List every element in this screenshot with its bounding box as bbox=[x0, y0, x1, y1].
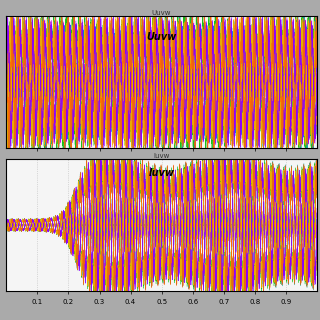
Text: Iuvw: Iuvw bbox=[148, 168, 175, 178]
Title: Iuvw: Iuvw bbox=[153, 153, 170, 158]
Title: Uuvw: Uuvw bbox=[152, 10, 171, 16]
Text: Uuvw: Uuvw bbox=[147, 32, 177, 42]
